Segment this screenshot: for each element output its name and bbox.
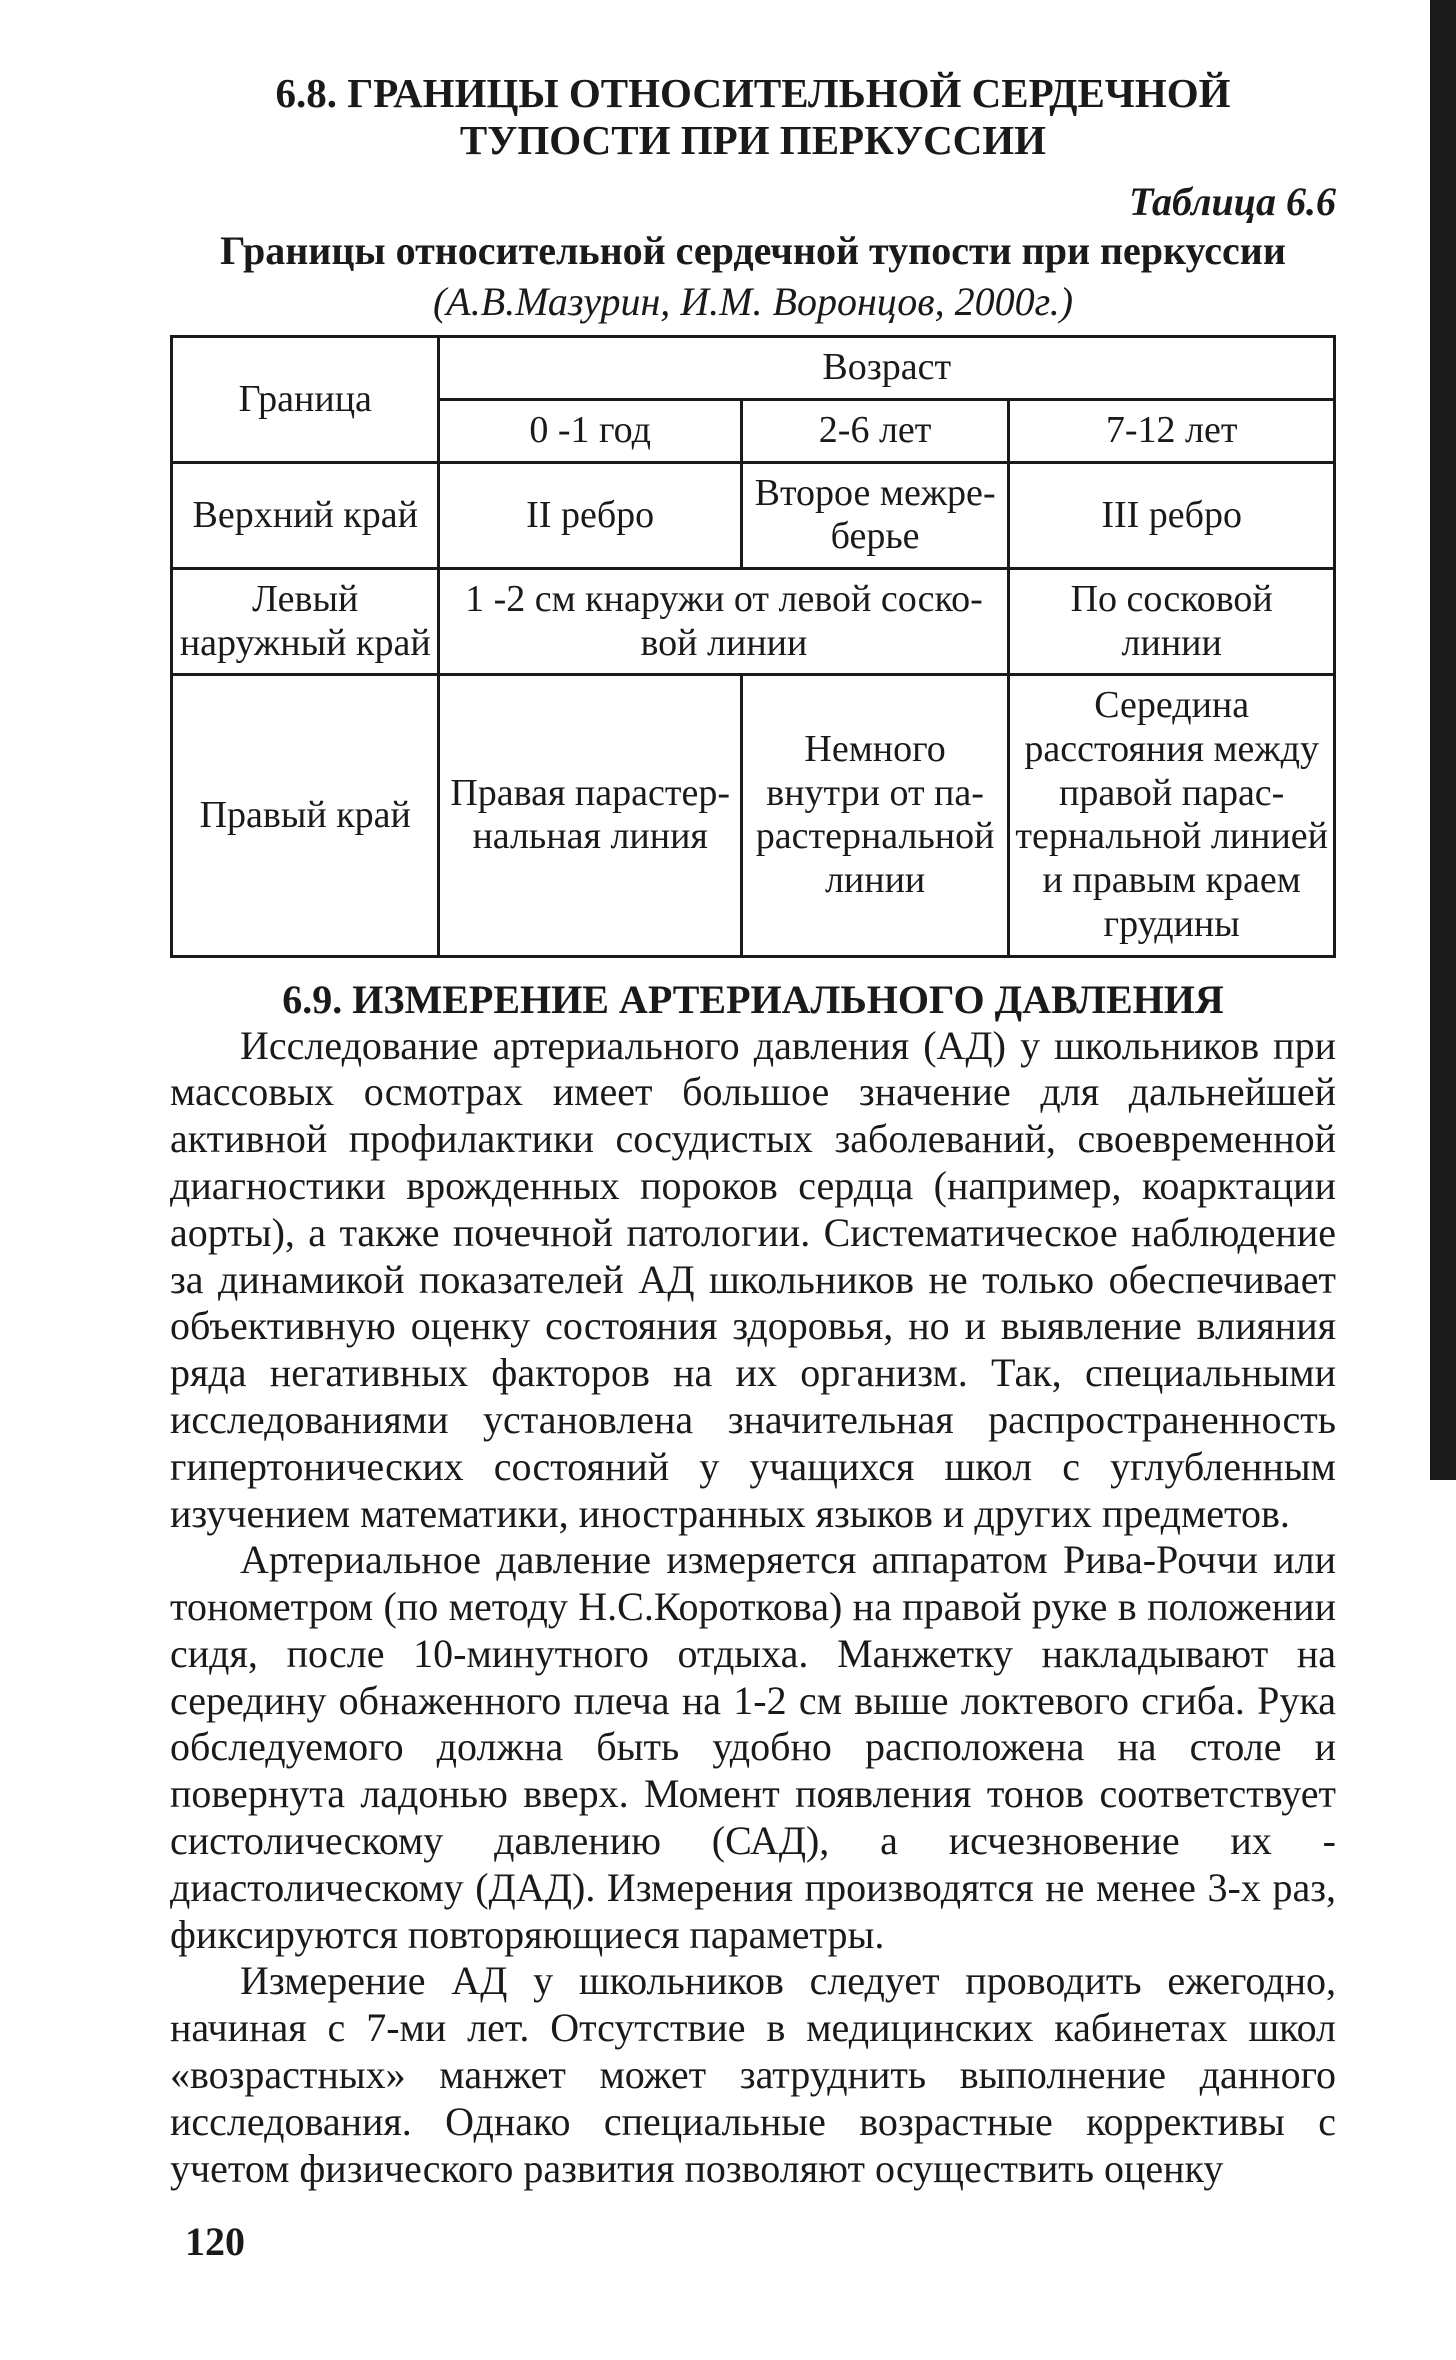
section-heading-line1: 6.8. ГРАНИЦЫ ОТНОСИТЕЛЬНОЙ СЕРДЕЧНОЙ (275, 70, 1230, 116)
row3-c1: Немного внутри от па­растернальной линии (741, 675, 1008, 956)
paragraph: Артериальное давление измеряется аппарат… (170, 1537, 1336, 1958)
header-age-1: 2-6 лет (741, 399, 1008, 462)
row1-label: Верхний край (172, 462, 439, 568)
body-text: Исследование артериального давления (АД)… (170, 1023, 1336, 2193)
row1-c1: Второе межре­берье (741, 462, 1008, 568)
header-age-0: 0 -1 год (439, 399, 741, 462)
table-title: Границы относительной сердечной тупости … (170, 227, 1336, 274)
row1-c2: III ребро (1009, 462, 1335, 568)
section-heading-line2: ТУПОСТИ ПРИ ПЕРКУССИИ (460, 117, 1046, 163)
data-table: Граница Возраст 0 -1 год 2-6 лет 7-12 ле… (170, 335, 1336, 957)
table-label: Таблица 6.6 (170, 178, 1336, 225)
table-row: Граница Возраст (172, 337, 1335, 400)
subsection-heading: 6.9. ИЗМЕРЕНИЕ АРТЕРИАЛЬНОГО ДАВЛЕНИЯ (170, 976, 1336, 1023)
paragraph: Измерение АД у школьников следует провод… (170, 1958, 1336, 2192)
table-authors: (А.В.Мазурин, И.М. Воронцов, 2000г.) (170, 278, 1336, 325)
row3-c2: Середина расстояния между правой парас­т… (1009, 675, 1335, 956)
paragraph: Исследование артериального давления (АД)… (170, 1023, 1336, 1538)
row1-c0: II ребро (439, 462, 741, 568)
header-age-group: Возраст (439, 337, 1335, 400)
header-border: Граница (172, 337, 439, 462)
row2-label: Левый наружный край (172, 569, 439, 675)
table-row: Верхний край II ребро Второе межре­берье… (172, 462, 1335, 568)
page: 6.8. ГРАНИЦЫ ОТНОСИТЕЛЬНОЙ СЕРДЕЧНОЙ ТУП… (0, 0, 1456, 2360)
row3-label: Правый край (172, 675, 439, 956)
header-age-2: 7-12 лет (1009, 399, 1335, 462)
scan-artifact (1430, 0, 1456, 1480)
page-number: 120 (185, 2218, 245, 2265)
section-heading: 6.8. ГРАНИЦЫ ОТНОСИТЕЛЬНОЙ СЕРДЕЧНОЙ ТУП… (170, 70, 1336, 164)
row2-c01: 1 -2 см кнаружи от левой соско­вой линии (439, 569, 1009, 675)
row3-c0: Правая парастер­нальная линия (439, 675, 741, 956)
row2-c2: По сосковой линии (1009, 569, 1335, 675)
table-row: Левый наружный край 1 -2 см кнаружи от л… (172, 569, 1335, 675)
table-row: Правый край Правая парастер­нальная лини… (172, 675, 1335, 956)
